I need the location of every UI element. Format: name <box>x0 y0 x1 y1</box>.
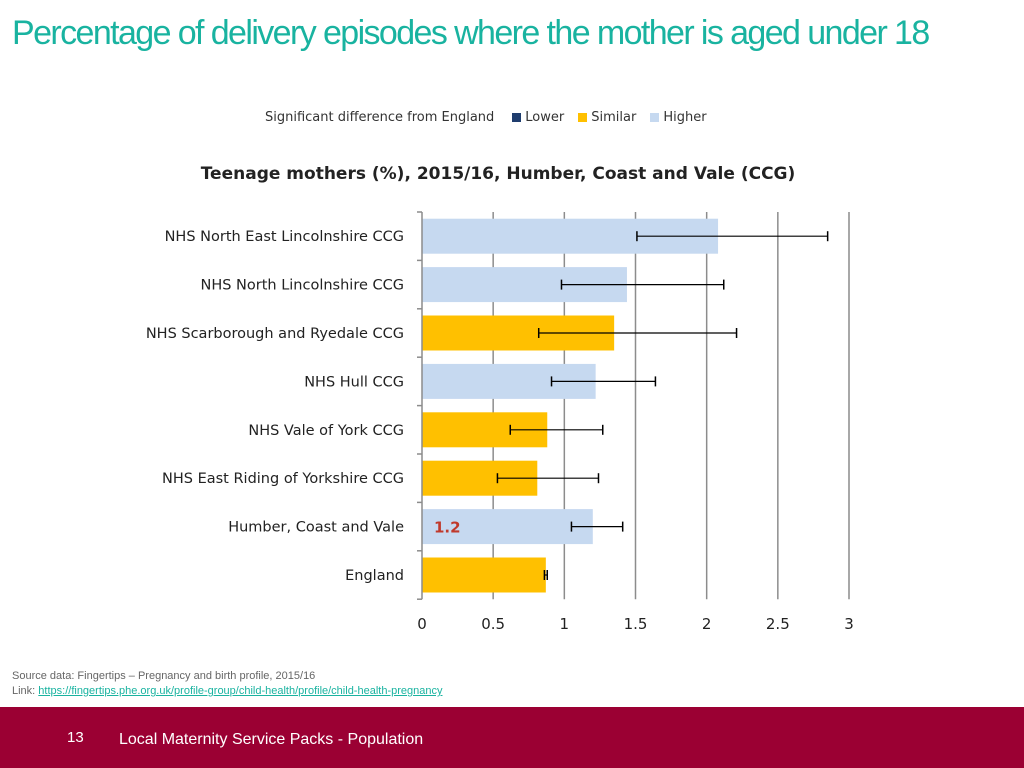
category-label: England <box>345 568 404 584</box>
chart-title: Teenage mothers (%), 2015/16, Humber, Co… <box>200 164 796 184</box>
legend-heading: Significant difference from England <box>265 109 495 125</box>
legend-swatch-higher <box>650 112 660 122</box>
footer-bar: 13 Local Maternity Service Packs - Popul… <box>0 707 1024 768</box>
bar-chart: NHS North East Lincolnshire CCG NHS North… <box>146 211 854 633</box>
category-label: NHS Hull CCG <box>304 374 404 390</box>
legend-item-lower: Lower <box>512 110 564 125</box>
category-label: Humber, Coast and Vale <box>228 520 404 536</box>
category-label: NHS East Riding of Yorkshire CCG <box>162 471 404 487</box>
legend-label-lower: Lower <box>525 109 565 125</box>
legend-swatch-similar <box>578 112 588 122</box>
x-tick-label: 3 <box>844 615 854 633</box>
source-link-line: Link: https://fingertips.phe.org.uk/prof… <box>12 684 442 699</box>
legend-swatch-lower <box>512 112 522 122</box>
legend-item-higher: Higher <box>650 109 707 125</box>
category-label: NHS North East Lincolnshire CCG <box>165 229 404 245</box>
bar <box>422 557 546 593</box>
category-label: NHS North Lincolnshire CCG <box>200 278 404 294</box>
bar <box>422 509 593 545</box>
legend-label-higher: Higher <box>663 109 707 125</box>
link-prefix: Link: <box>12 685 39 697</box>
x-tick-label: 1 <box>560 615 570 633</box>
x-tick-label: 2 <box>702 615 712 633</box>
x-tick-label: 0 <box>417 615 427 633</box>
footer-title: Local Maternity Service Packs - Populati… <box>119 731 424 748</box>
legend-item-similar: Similar <box>578 110 636 125</box>
x-tick-label: 0.5 <box>481 615 505 633</box>
category-label: NHS Vale of York CCG <box>248 423 404 439</box>
source-note: Source data: Fingertips – Pregnancy and … <box>12 669 442 699</box>
x-tick-label: 1.5 <box>624 615 648 633</box>
chart-legend: Significant difference from England Lowe… <box>265 108 721 126</box>
data-label: 1.2 <box>434 519 461 537</box>
legend-label-similar: Similar <box>591 109 637 125</box>
x-tick-label: 2.5 <box>766 615 790 633</box>
slide-title: Percentage of delivery episodes where th… <box>12 14 930 52</box>
source-text: Source data: Fingertips – Pregnancy and … <box>12 670 316 682</box>
page-number: 13 <box>67 729 84 746</box>
category-label: NHS Scarborough and Ryedale CCG <box>146 326 404 342</box>
source-link[interactable]: https://fingertips.phe.org.uk/profile-gr… <box>38 685 443 697</box>
